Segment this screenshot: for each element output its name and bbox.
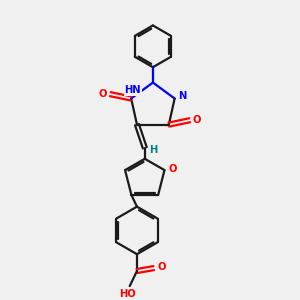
Text: O: O — [193, 115, 201, 125]
Text: O: O — [157, 262, 166, 272]
Text: O: O — [168, 164, 177, 174]
Text: HN: HN — [124, 85, 141, 95]
Text: H: H — [149, 145, 158, 155]
Text: HO: HO — [119, 289, 136, 299]
Text: O: O — [99, 89, 107, 99]
Text: N: N — [178, 91, 187, 101]
